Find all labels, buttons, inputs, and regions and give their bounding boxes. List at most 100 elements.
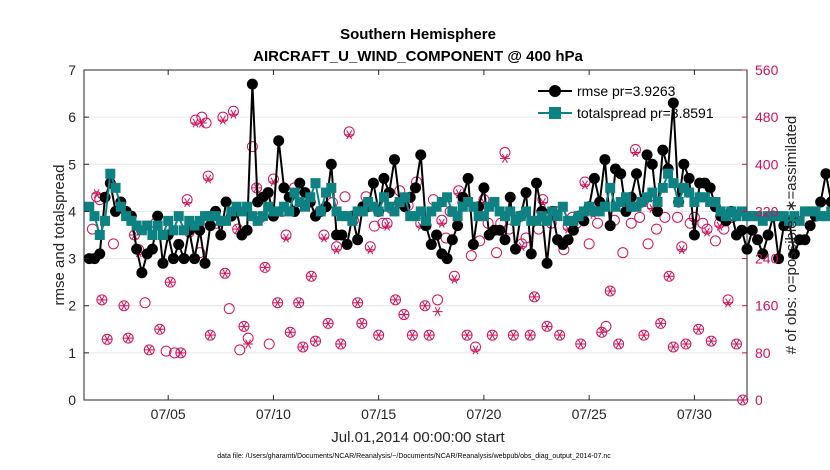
rmse-point: [741, 243, 753, 255]
rmse-point: [499, 234, 511, 246]
totalspread-point: [784, 215, 795, 226]
totalspread-point: [678, 182, 689, 193]
x-tick-label: 07/05: [151, 406, 186, 422]
obs-assimilated-point: [306, 271, 317, 281]
obs-assimilated-point: [344, 130, 355, 140]
obs-possible-point: [432, 294, 444, 306]
obs-assimilated-point: [655, 318, 666, 328]
totalspread-point: [163, 215, 174, 226]
totalspread-point: [684, 187, 695, 198]
totalspread-point: [131, 220, 142, 231]
rmse-point: [425, 238, 437, 250]
obs-possible-point: [583, 238, 595, 250]
obs-assimilated-point: [205, 330, 216, 340]
totalspread-point: [689, 197, 700, 207]
rmse-point: [773, 253, 785, 265]
obs-possible-point: [436, 214, 448, 226]
totalspread-point: [300, 201, 310, 212]
rmse-point: [531, 177, 543, 189]
obs-assimilated-point: [596, 327, 607, 337]
obs-possible-point: [377, 217, 389, 229]
rmse-point: [146, 243, 158, 255]
obs-assimilated-point: [702, 227, 713, 237]
rmse-point: [294, 177, 306, 189]
obs-assimilated-point: [154, 324, 165, 334]
legend-rmse-marker: [549, 85, 561, 97]
data-file-footnote: data file: /Users/gharamti/Documents/NCA…: [217, 453, 611, 460]
rmse-point: [520, 187, 532, 199]
totalspread-point: [415, 206, 426, 217]
rmse-point: [667, 97, 679, 109]
totalspread-point: [657, 182, 668, 193]
obs-possible-point: [659, 211, 671, 223]
totalspread-point: [294, 197, 305, 207]
rmse-point: [336, 229, 348, 241]
totalspread-point: [121, 211, 132, 222]
totalspread-point: [573, 211, 584, 222]
plot-frame: [83, 69, 748, 401]
totalspread-point: [710, 197, 721, 207]
y-tick-label: 3: [68, 251, 76, 267]
x-axis-label: Jul.01,2014 00:00:00 start: [331, 429, 505, 446]
totalspread-point: [647, 187, 658, 198]
totalspread-point: [247, 211, 258, 222]
totalspread-point: [752, 211, 763, 222]
obs-assimilated-point: [508, 330, 519, 340]
totalspread-point: [478, 211, 489, 222]
obs-assimilated-point: [260, 262, 271, 272]
totalspread-point: [178, 225, 189, 236]
totalspread-point: [142, 220, 153, 231]
totalspread-point: [473, 211, 484, 222]
x-tick-label: 07/30: [677, 406, 712, 422]
obs-possible-point: [465, 250, 477, 262]
obs-possible-point: [202, 170, 214, 182]
totalspread-point: [100, 215, 111, 226]
y-tick-label: 7: [68, 62, 76, 78]
totalspread-point: [373, 206, 384, 217]
y-tick-label: 0: [68, 392, 76, 408]
totalspread-point: [394, 197, 405, 207]
obs-assimilated-point: [102, 334, 113, 344]
totalspread-point: [126, 215, 137, 226]
chart-title: Southern Hemisphere: [340, 26, 496, 43]
y-right-tick-label: 80: [755, 345, 771, 361]
obs-assimilated-point: [419, 301, 430, 311]
rmse-point: [562, 234, 574, 246]
totalspread-point: [773, 211, 784, 222]
y-right-tick-label: 480: [755, 109, 779, 125]
obs-possible-point: [722, 294, 734, 306]
rmse-point: [478, 182, 490, 194]
rmse-point: [204, 220, 216, 232]
legend: rmse pr=3.9263 totalspread pr=3.8591: [538, 83, 714, 121]
totalspread-point: [389, 206, 400, 217]
totalspread-point: [620, 192, 631, 203]
rmse-point: [504, 191, 516, 203]
rmse-point: [410, 182, 421, 194]
x-axis: 07/05 07/10 07/15 07/20 07/25 07/30: [151, 70, 712, 422]
obs-assimilated-point: [449, 274, 460, 284]
obs-assimilated-point: [272, 298, 283, 308]
rmse-point: [646, 158, 658, 170]
legend-totalspread-label: totalspread pr=3.8591: [577, 105, 714, 121]
obs-assimilated-point: [525, 330, 536, 340]
rmse-point: [178, 253, 190, 265]
rmse-point: [599, 154, 611, 166]
totalspread-point: [157, 230, 168, 240]
obs-possible-point: [246, 141, 258, 153]
y-axis-right: 0 80 160 240 320 400 480 560: [742, 62, 779, 408]
y-tick-label: 4: [68, 203, 76, 219]
obs-assimilated-point: [723, 298, 734, 308]
rmse-point: [825, 196, 830, 208]
totalspread-point: [221, 215, 232, 226]
obs-possible-point: [227, 105, 239, 117]
obs-assimilated-point: [175, 348, 186, 358]
obs-assimilated-point: [318, 233, 329, 243]
obs-assimilated-point: [630, 147, 641, 158]
y-tick-label: 5: [68, 156, 76, 172]
totalspread-point: [594, 206, 605, 217]
totalspread-point: [526, 215, 537, 226]
totalspread-point: [731, 211, 742, 222]
totalspread-point: [794, 215, 805, 226]
totalspread-point: [210, 211, 221, 222]
totalspread-point: [336, 211, 347, 222]
